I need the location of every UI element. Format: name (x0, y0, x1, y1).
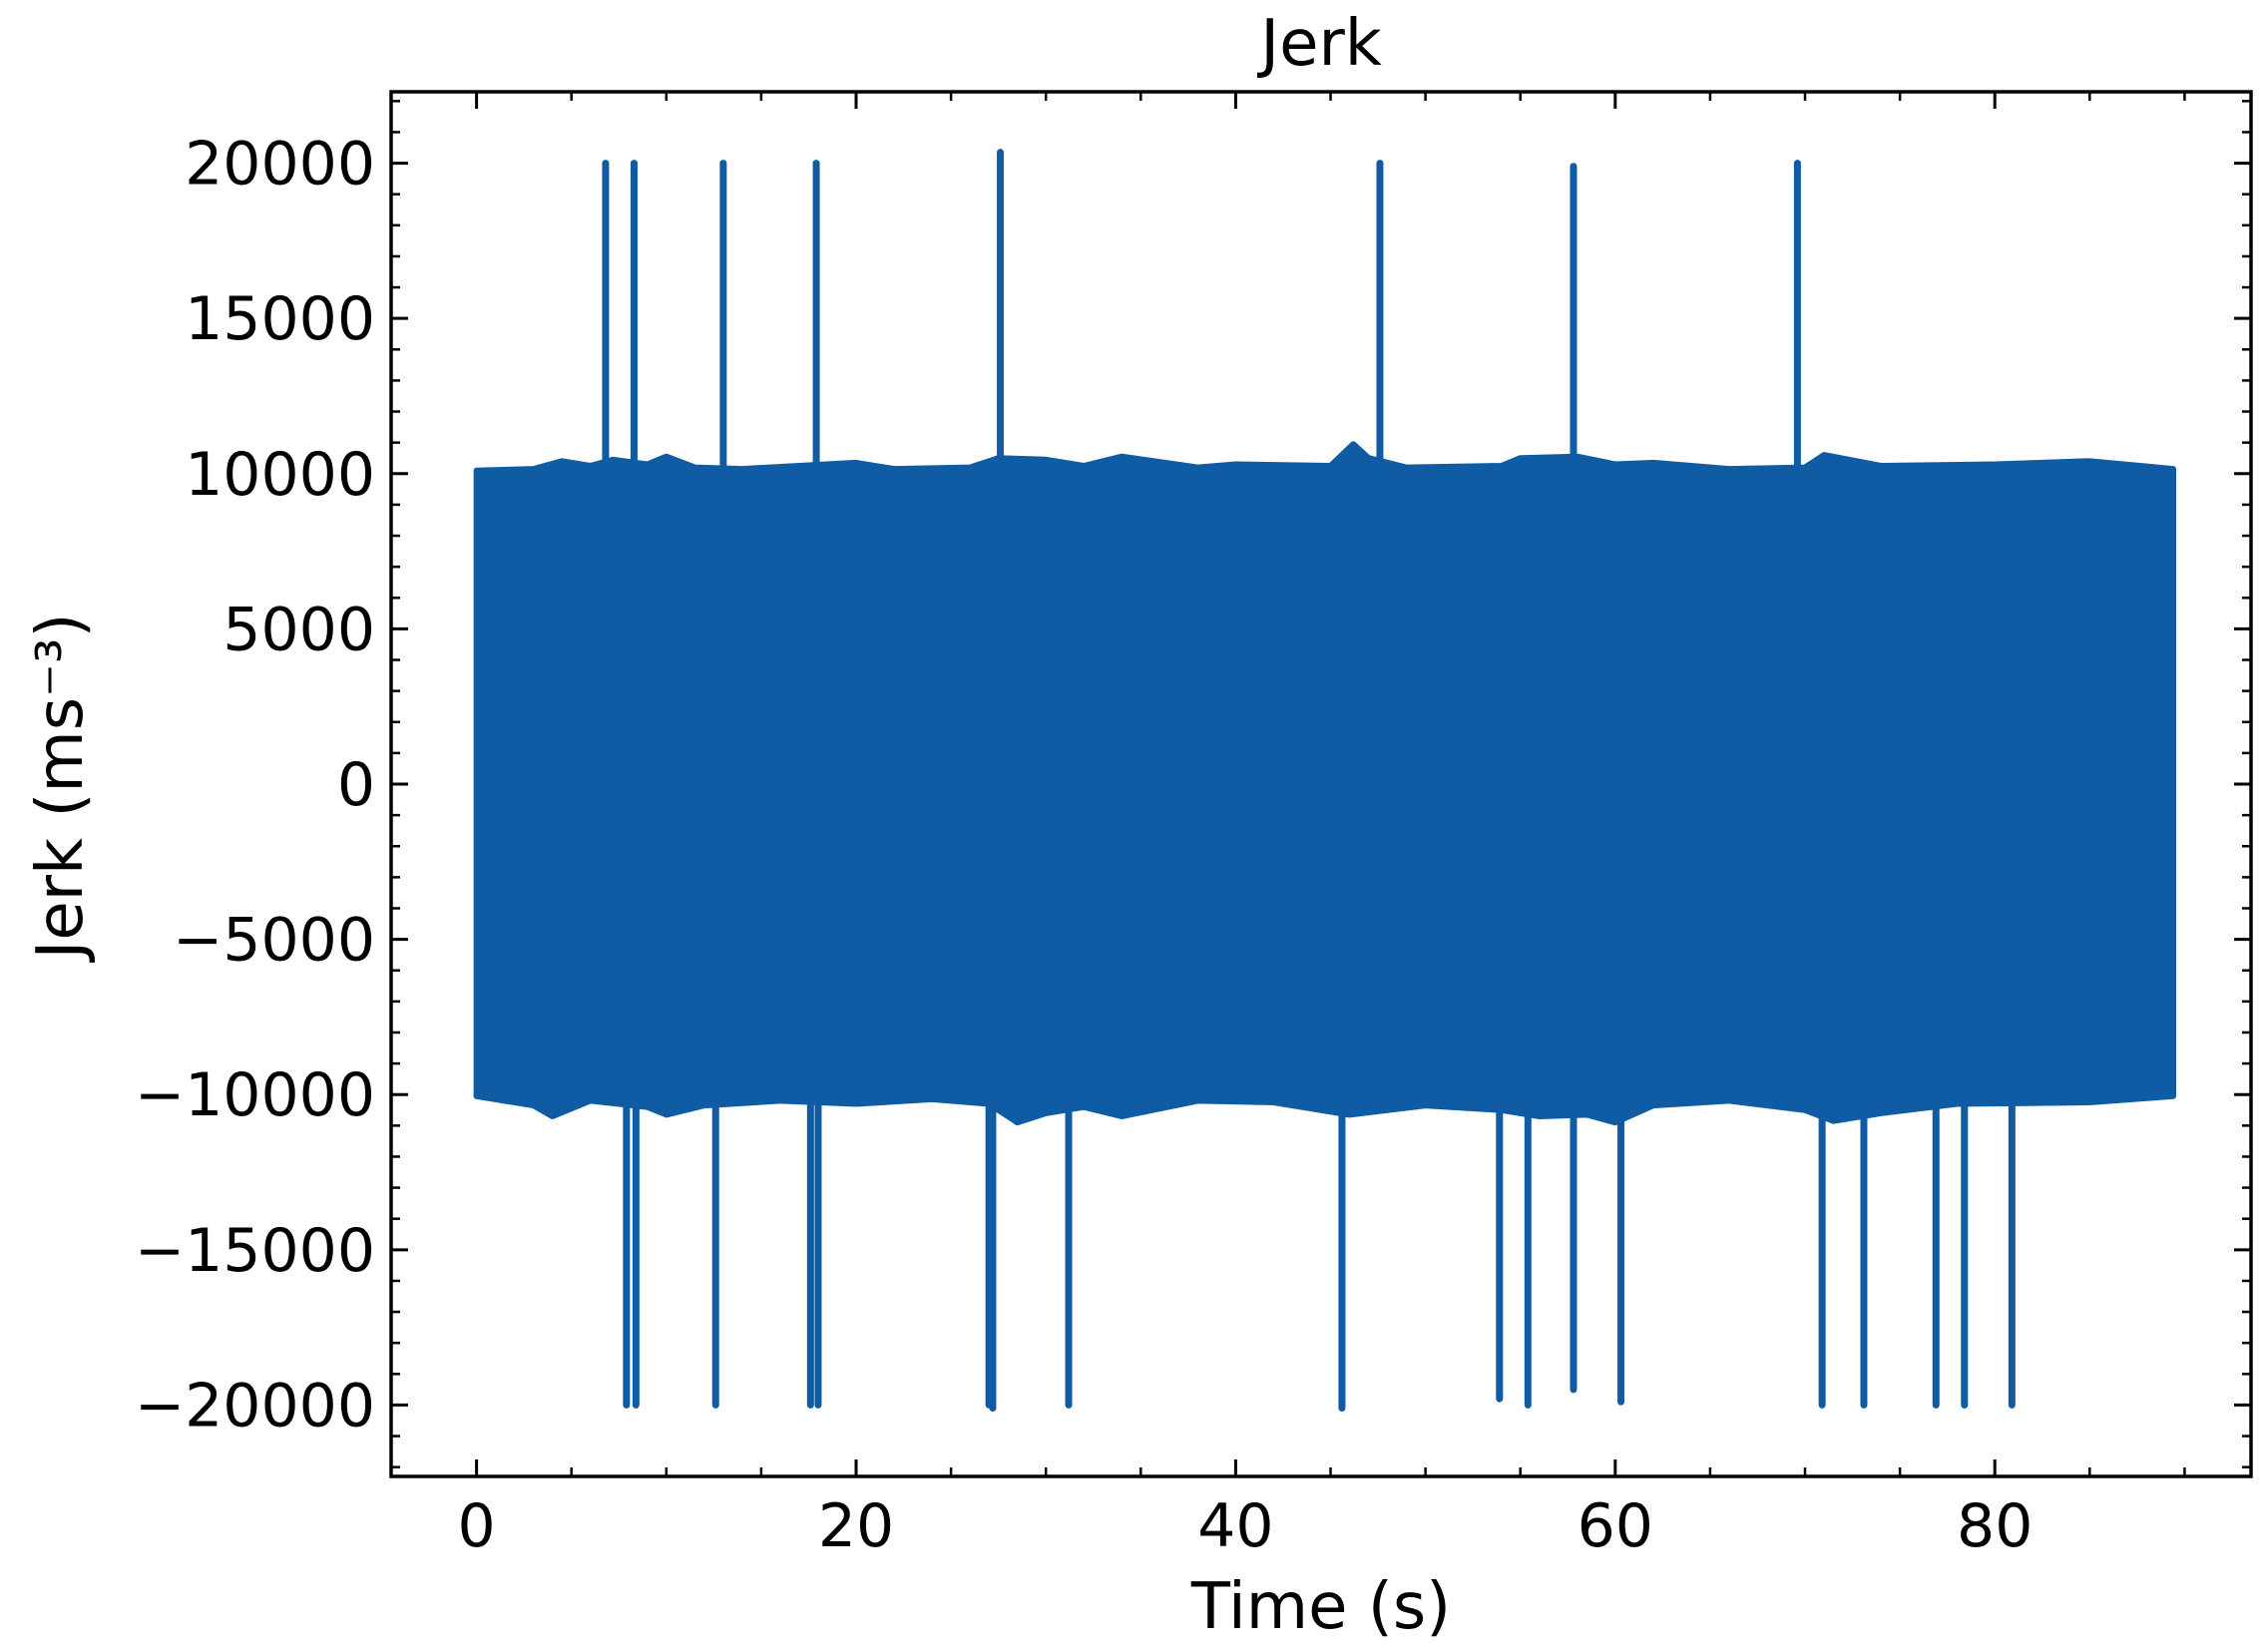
x-tick-label: 20 (818, 1491, 894, 1561)
x-axis-label: Time (s) (1190, 1570, 1451, 1644)
y-tick-label: −10000 (135, 1060, 375, 1130)
y-tick-label: −15000 (135, 1216, 375, 1286)
y-tick-label: 0 (337, 750, 375, 820)
x-tick-label: 80 (1957, 1491, 2033, 1561)
y-tick-label: −20000 (135, 1371, 375, 1441)
y-tick-label: 20000 (185, 130, 375, 200)
y-tick-label: 15000 (185, 284, 375, 354)
x-tick-label: 0 (457, 1491, 495, 1561)
axes-frame (389, 90, 2253, 1478)
x-tick-label: 60 (1578, 1491, 1653, 1561)
y-tick-label: −5000 (173, 906, 375, 976)
y-axis-label: Jerk (ms⁻³) (24, 613, 98, 963)
y-tick-label: 5000 (223, 595, 375, 664)
plot-area (473, 149, 2176, 1413)
chart-title: Jerk (1256, 7, 1382, 81)
jerk-signal-band (473, 441, 2176, 1126)
y-tick-label: 10000 (185, 440, 375, 510)
x-tick-label: 40 (1197, 1491, 1273, 1561)
